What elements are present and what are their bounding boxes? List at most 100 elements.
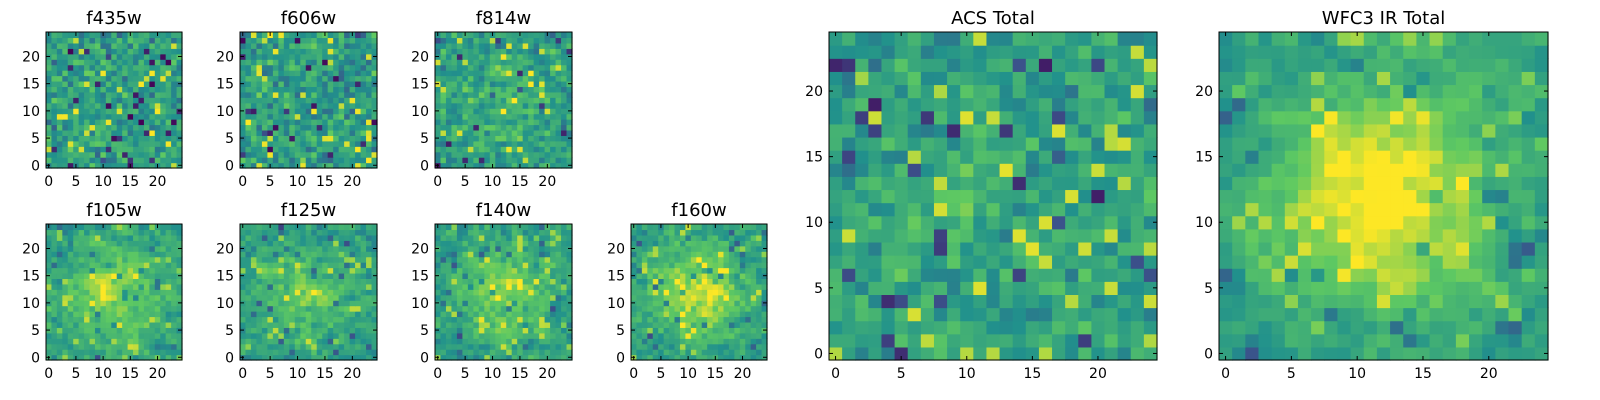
heatmap-cell	[1065, 163, 1079, 177]
heatmap-cell	[127, 272, 134, 279]
heatmap-cell	[46, 48, 53, 55]
heatmap-cell	[73, 102, 80, 109]
heatmap-cell	[94, 53, 101, 60]
heatmap-cell	[305, 224, 312, 231]
heatmap-cell	[78, 146, 85, 153]
heatmap-cell	[1025, 346, 1040, 361]
heatmap-cell	[462, 135, 469, 142]
heatmap-cell	[1130, 307, 1145, 322]
heatmap-cell	[51, 119, 58, 126]
heatmap-cell	[533, 37, 540, 44]
heatmap-cell	[701, 305, 708, 312]
heatmap-cell	[256, 240, 263, 247]
heatmap-cell	[250, 229, 258, 236]
heatmap-cell	[267, 278, 274, 285]
heatmap-cell	[1012, 281, 1027, 295]
heatmap-cell	[1104, 189, 1119, 204]
heatmap-cell	[51, 108, 58, 115]
heatmap-cell	[506, 64, 513, 71]
heatmap-cell	[451, 311, 458, 318]
heatmap-cell	[122, 113, 129, 120]
heatmap-cell	[728, 300, 735, 307]
heatmap-cell	[149, 59, 156, 66]
heatmap-cell	[467, 349, 474, 356]
heatmap-cell	[300, 229, 307, 236]
heatmap-cell	[750, 289, 757, 296]
heatmap-cell	[311, 316, 318, 323]
heatmap-cell	[122, 151, 129, 158]
heatmap-cell	[1117, 281, 1132, 295]
heatmap-cell	[355, 86, 362, 93]
heatmap-cell	[1130, 228, 1145, 243]
heatmap-cell	[73, 80, 80, 87]
heatmap-cell	[165, 97, 172, 104]
heatmap-cell	[986, 241, 1001, 256]
heatmap-cell	[56, 300, 63, 307]
heatmap-cell	[267, 251, 274, 258]
heatmap-cell	[105, 240, 112, 247]
heatmap-cell	[647, 224, 654, 231]
heatmap-cell	[495, 42, 502, 49]
heatmap-cell	[1052, 333, 1066, 348]
heatmap-cell	[1143, 228, 1158, 243]
heatmap-cell	[539, 256, 546, 263]
heatmap-cell	[94, 229, 101, 236]
heatmap-cell	[116, 102, 123, 109]
heatmap-cell	[316, 278, 323, 285]
heatmap-cell	[240, 124, 247, 131]
heatmap-cell	[489, 146, 496, 153]
heatmap-cell	[456, 129, 463, 136]
heatmap-cell	[355, 332, 362, 339]
heatmap-cell	[143, 349, 150, 356]
heatmap-cell	[111, 75, 118, 82]
heatmap-cell	[78, 135, 85, 142]
heatmap-cell	[484, 234, 491, 241]
heatmap-cell	[489, 37, 496, 44]
heatmap-cell	[278, 102, 285, 109]
heatmap-cell	[78, 354, 85, 361]
heatmap-cell	[73, 135, 80, 142]
heatmap-cell	[500, 338, 507, 345]
heatmap-cell	[1143, 346, 1158, 361]
heatmap-cell	[133, 80, 140, 87]
heatmap-cell	[555, 343, 562, 350]
heatmap-cell	[89, 129, 96, 136]
heatmap-cell	[316, 262, 323, 269]
heatmap-cell	[261, 349, 268, 356]
heatmap-cell	[707, 294, 714, 301]
heatmap-cell	[111, 157, 118, 164]
heatmap-cell	[679, 229, 686, 236]
heatmap-cell	[67, 245, 74, 252]
heatmap-cell	[960, 163, 974, 177]
heatmap-cell	[116, 97, 123, 104]
heatmap-cell	[973, 215, 988, 230]
heatmap-cell	[327, 97, 334, 104]
heatmap-cell	[360, 349, 367, 356]
heatmap-cell	[566, 343, 573, 350]
x-tick-label: 5	[461, 366, 470, 382]
heatmap-cell	[663, 343, 670, 350]
heatmap-cell	[171, 234, 178, 241]
heatmap-cell	[445, 140, 453, 147]
heatmap-cell	[894, 202, 909, 217]
heatmap-cell	[278, 272, 285, 279]
heatmap-cell	[316, 305, 323, 312]
heatmap-cell	[300, 300, 307, 307]
heatmap-cell	[696, 234, 703, 241]
heatmap-cell	[256, 70, 263, 77]
heatmap-cell	[1104, 215, 1119, 230]
heatmap-cell	[56, 70, 63, 77]
chart-title: f125w	[281, 200, 336, 221]
heatmap-cell	[51, 124, 58, 131]
heatmap-cell	[160, 119, 167, 126]
heatmap-cell	[250, 146, 258, 153]
heatmap-cell	[300, 311, 307, 318]
heatmap-cell	[240, 305, 247, 312]
heatmap-cell	[305, 75, 312, 82]
heatmap-cell	[451, 113, 458, 120]
heatmap-cell	[696, 251, 703, 258]
heatmap-cell	[456, 75, 463, 82]
heatmap-cell	[555, 59, 562, 66]
heatmap-cell	[855, 176, 869, 191]
heatmap-cell	[305, 338, 312, 345]
